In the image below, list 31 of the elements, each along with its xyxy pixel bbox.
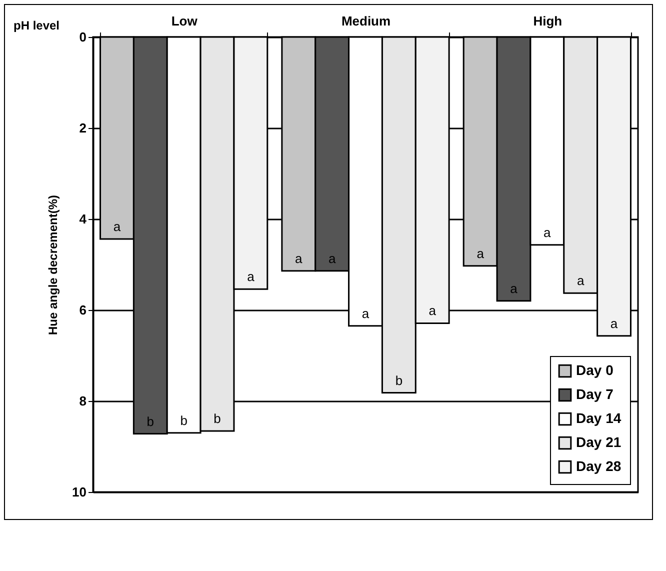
data-label: a <box>113 219 122 234</box>
legend-label: Day 0 <box>576 362 614 378</box>
data-label: b <box>146 414 154 429</box>
data-label: b <box>214 411 221 426</box>
data-label: b <box>395 372 403 388</box>
legend-label: Day 7 <box>576 386 614 402</box>
x-tick-label: Medium <box>341 14 391 28</box>
y-tick-label: 8 <box>79 394 86 408</box>
y-tick-label: 0 <box>79 30 86 44</box>
data-label: a <box>428 303 437 318</box>
legend-label: Day 21 <box>576 434 622 450</box>
y-tick-label: 4 <box>79 212 88 226</box>
y-tick-label: 6 <box>79 302 86 318</box>
data-label: a <box>476 246 485 261</box>
data-label: a <box>610 316 618 331</box>
x-tick-label: High <box>533 14 562 28</box>
y-axis-title: Hue angle decrement(%) <box>46 194 60 336</box>
x-axis-title: pH level <box>14 18 60 32</box>
data-label: a <box>295 250 304 266</box>
y-tick-label: 2 <box>79 120 86 136</box>
x-tick-label: Low <box>171 14 198 28</box>
data-label: a <box>328 250 336 266</box>
data-label: a <box>544 224 552 240</box>
data-label: a <box>576 273 585 288</box>
data-label: a <box>362 306 370 321</box>
legend-label: Day 28 <box>576 458 622 474</box>
y-tick-label: 10 <box>72 484 86 500</box>
data-label: b <box>180 412 188 428</box>
data-label: a <box>247 269 256 284</box>
data-label: a <box>510 280 518 296</box>
legend-label: Day 14 <box>576 410 622 426</box>
